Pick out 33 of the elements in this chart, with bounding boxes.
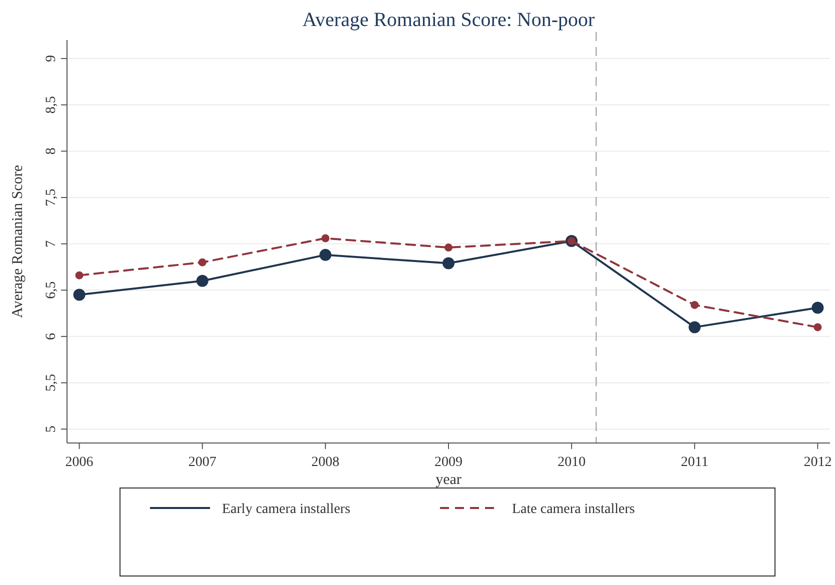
y-axis-title: Average Romanian Score xyxy=(10,164,26,318)
point xyxy=(73,288,86,301)
y-tick-label: 7 xyxy=(44,240,59,248)
point xyxy=(75,271,84,280)
x-tick-label: 2007 xyxy=(188,455,216,470)
point xyxy=(444,244,452,252)
point xyxy=(690,300,699,309)
x-tick-label: 2012 xyxy=(804,455,832,470)
x-tick-label: 2011 xyxy=(680,455,708,470)
legend-label: Early camera installers xyxy=(222,502,350,517)
x-tick-label: 2008 xyxy=(311,455,340,470)
point xyxy=(319,248,332,261)
point xyxy=(688,321,701,334)
chart-title: Average Romanian Score: Non-poor xyxy=(302,9,595,31)
x-axis-title: year xyxy=(436,472,462,488)
y-tick-label: 9 xyxy=(44,55,59,62)
y-tick-label: 6,5 xyxy=(44,281,59,299)
point xyxy=(196,274,208,287)
y-tick-label: 8,5 xyxy=(44,96,59,114)
point xyxy=(321,234,330,242)
y-tick-label: 8 xyxy=(44,148,59,155)
x-tick-label: 2009 xyxy=(434,455,462,470)
y-tick-label: 7,5 xyxy=(44,188,59,206)
point xyxy=(812,302,824,314)
y-tick-label: 6 xyxy=(44,332,59,340)
point xyxy=(814,323,822,332)
y-tick-label: 5 xyxy=(44,426,59,433)
legend-label: Late camera installers xyxy=(512,502,635,517)
point xyxy=(198,258,206,266)
y-tick-label: 5,5 xyxy=(44,374,59,392)
x-tick-label: 2006 xyxy=(65,455,94,470)
point xyxy=(442,257,454,270)
x-tick-label: 2010 xyxy=(558,455,586,470)
